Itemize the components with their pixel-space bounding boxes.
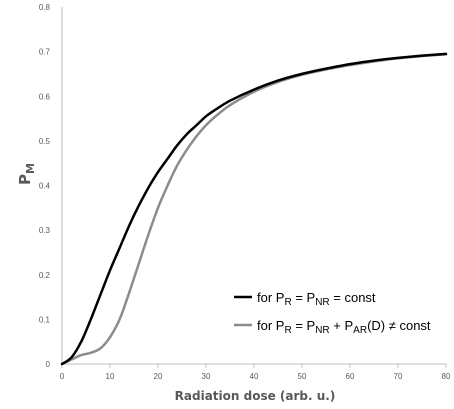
- series-line-constant: [60, 52, 448, 366]
- legend-label-part: (D) ≠ const: [367, 318, 431, 333]
- x-tick-label: 10: [106, 372, 115, 381]
- x-tick-label: 40: [250, 372, 259, 381]
- legend-label-part: = P: [292, 318, 316, 333]
- legend-label: for PR = PNR + PAR(D) ≠ const: [257, 318, 431, 336]
- x-tick-label: 60: [346, 372, 355, 381]
- series-lines: [60, 52, 448, 366]
- y-tick-label: 0.5: [39, 137, 51, 146]
- legend-label-part: NR: [315, 325, 329, 336]
- y-tick-label: 0.4: [39, 182, 51, 191]
- y-tick-label: 0.2: [39, 271, 51, 280]
- y-tick-label: 0: [46, 360, 51, 369]
- legend-label: for PR = PNR = const: [257, 290, 376, 308]
- x-axis-label: Radiation dose (arb. u.): [175, 389, 336, 403]
- legend-label-part: for P: [257, 290, 284, 305]
- x-tick-label: 50: [298, 372, 307, 381]
- x-tick-label: 30: [202, 372, 211, 381]
- legend-label-part: + P: [330, 318, 354, 333]
- y-axis-label-main: P: [16, 174, 34, 185]
- legend-label-part: AR: [353, 325, 367, 336]
- y-tick-label: 0.1: [39, 315, 51, 324]
- y-axis-label: PM: [16, 163, 37, 185]
- x-tick-label: 80: [442, 372, 451, 381]
- y-tick-label: 0.6: [39, 92, 51, 101]
- legend-label-part: for P: [257, 318, 284, 333]
- x-tick-label: 20: [154, 372, 163, 381]
- legend-label-part: R: [284, 325, 291, 336]
- y-axis-label-sub: M: [24, 163, 37, 174]
- ticks: 0 0.1 0.2 0.3 0.4 0.5 0.6 0.7 0.8 0 10 20 30 40 50 60 70…: [39, 3, 451, 381]
- legend-label-part: = const: [330, 290, 376, 305]
- x-tick-label: 70: [394, 372, 403, 381]
- y-tick-label: 0.8: [39, 3, 51, 12]
- legend-label-part: R: [284, 297, 291, 308]
- legend-label-part: = P: [292, 290, 316, 305]
- y-tick-label: 0.7: [39, 48, 51, 57]
- y-tick-label: 0.3: [39, 226, 51, 235]
- x-tick-label: 0: [60, 372, 65, 381]
- legend-label-part: NR: [315, 297, 329, 308]
